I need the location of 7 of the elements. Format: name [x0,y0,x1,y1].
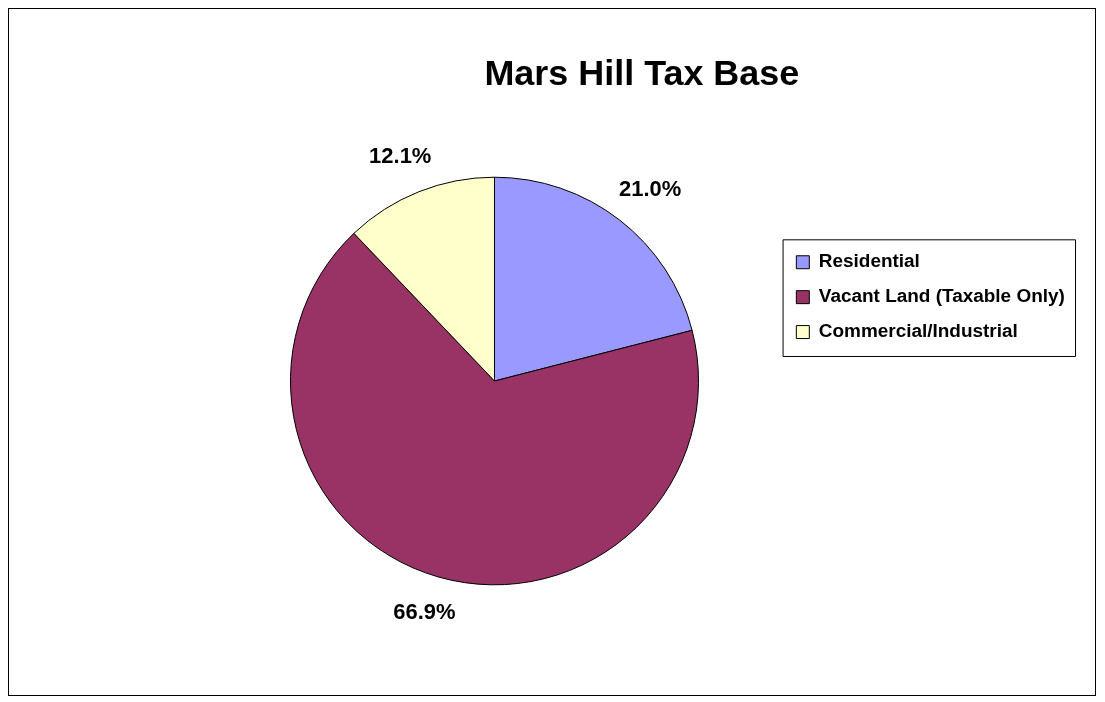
legend-label: Commercial/Industrial [818,320,1018,342]
data-label: 21.0% [619,176,682,202]
chart-title: Mars Hill Tax Base [484,52,800,94]
data-label: 12.1% [369,142,432,168]
legend-label: Vacant Land (Taxable Only) [818,285,1065,307]
legend-label: Residential [818,250,920,272]
data-label: 66.9% [393,599,456,625]
